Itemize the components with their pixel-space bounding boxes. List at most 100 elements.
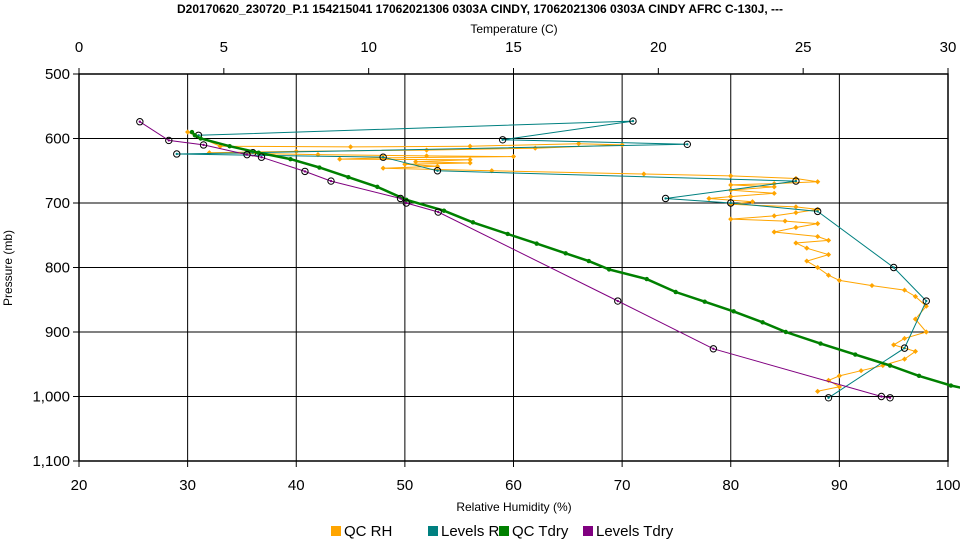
series-qc-tdry xyxy=(189,129,960,389)
data-point-qc-rh xyxy=(793,204,799,210)
data-point-core-levels-tdry xyxy=(712,347,715,350)
data-point-qc-rh xyxy=(815,221,821,227)
data-point-levels-rh xyxy=(433,167,442,175)
series-line-qc-tdry xyxy=(191,131,960,389)
data-point-qc-tdry xyxy=(317,165,322,170)
data-point-qc-rh xyxy=(380,165,386,171)
data-point-qc-rh xyxy=(706,195,712,202)
x-top-tick-label: 20 xyxy=(650,39,667,56)
data-point-levels-tdry xyxy=(199,141,208,149)
series-line-levels-tdry xyxy=(139,121,891,399)
data-point-qc-tdry xyxy=(346,175,351,180)
data-point-levels-tdry xyxy=(301,167,309,176)
x-top-tick-label: 5 xyxy=(220,39,228,56)
data-point-core-levels-tdry xyxy=(436,210,440,214)
legend-label-levels-tdry: Levels Tdry xyxy=(596,523,674,540)
x-top-axis-title: Temperature (C) xyxy=(470,22,557,36)
x-top-tick-label: 0 xyxy=(75,39,83,56)
data-point-qc-tdry xyxy=(818,341,823,346)
data-point-qc-rh xyxy=(901,356,908,362)
legend-label-qc-rh: QC RH xyxy=(344,523,392,540)
data-point-core-levels-rh xyxy=(631,119,635,123)
data-point-qc-tdry xyxy=(644,276,649,282)
legend-swatch-levels-tdry xyxy=(583,526,593,536)
x-top-tick-label: 15 xyxy=(505,39,522,56)
data-point-qc-rh xyxy=(825,272,832,278)
data-point-qc-rh xyxy=(728,193,734,200)
y-tick-label: 1,000 xyxy=(32,389,70,406)
data-point-qc-rh xyxy=(793,175,799,182)
data-point-qc-rh xyxy=(782,218,788,224)
data-point-core-levels-rh xyxy=(501,138,504,141)
data-point-qc-tdry xyxy=(227,144,232,149)
data-point-qc-rh xyxy=(728,173,734,179)
plot-series xyxy=(136,117,960,402)
data-point-qc-rh xyxy=(836,384,842,390)
data-point-levels-rh xyxy=(379,153,387,161)
data-point-qc-rh xyxy=(836,277,842,283)
data-point-core-levels-rh xyxy=(892,266,895,269)
data-point-qc-tdry xyxy=(887,363,893,368)
data-point-qc-tdry xyxy=(673,289,678,295)
data-point-core-levels-tdry xyxy=(888,396,892,399)
data-point-qc-rh xyxy=(923,329,929,335)
data-point-core-levels-tdry xyxy=(260,156,263,159)
data-point-qc-tdry xyxy=(702,299,707,304)
x-bottom-tick-label: 100 xyxy=(935,477,960,494)
data-point-qc-rh xyxy=(825,237,832,244)
data-point-qc-rh xyxy=(923,303,929,309)
data-point-qc-tdry xyxy=(198,136,203,141)
data-point-levels-tdry xyxy=(877,392,886,401)
data-point-core-levels-rh xyxy=(686,143,689,146)
data-point-qc-rh xyxy=(771,229,777,235)
series-levels-tdry xyxy=(136,118,894,402)
data-point-qc-rh xyxy=(815,388,821,394)
data-point-qc-rh xyxy=(825,252,832,258)
data-point-qc-rh xyxy=(467,160,473,166)
data-point-qc-rh xyxy=(836,373,842,379)
data-point-qc-rh xyxy=(793,240,799,246)
data-point-qc-tdry xyxy=(375,184,380,190)
data-point-levels-rh xyxy=(900,344,909,352)
data-point-qc-rh xyxy=(749,199,756,205)
data-point-qc-tdry xyxy=(760,320,765,325)
series-qc-rh xyxy=(185,129,929,394)
data-point-qc-rh xyxy=(424,153,430,159)
x-top-tick-label: 30 xyxy=(940,39,957,56)
data-point-qc-rh xyxy=(912,293,919,300)
data-point-core-levels-rh xyxy=(381,156,385,159)
data-point-levels-rh xyxy=(922,297,930,305)
data-point-qc-tdry xyxy=(783,329,788,335)
series-line-levels-rh xyxy=(176,120,927,399)
data-point-qc-rh xyxy=(337,156,343,162)
chart-title: D20170620_230720_P.1 154215041 170620213… xyxy=(177,2,783,16)
legend-label-levels-rh: Levels RH xyxy=(441,523,510,540)
data-point-levels-tdry xyxy=(257,153,266,161)
data-point-qc-tdry xyxy=(731,309,736,314)
data-point-qc-rh xyxy=(804,245,810,251)
x-bottom-tick-label: 20 xyxy=(71,477,88,494)
data-point-levels-tdry xyxy=(709,345,718,353)
data-point-qc-rh xyxy=(467,157,473,163)
data-point-levels-rh xyxy=(889,263,898,272)
data-point-qc-rh xyxy=(315,152,321,158)
data-point-levels-tdry xyxy=(327,177,335,185)
data-point-qc-rh xyxy=(619,142,625,148)
data-point-qc-tdry xyxy=(586,258,592,264)
legend-swatch-qc-tdry xyxy=(499,526,509,536)
data-point-qc-rh xyxy=(901,287,908,293)
data-point-levels-tdry xyxy=(402,199,411,207)
legend: QC RH Levels RH QC Tdry Levels Tdry xyxy=(331,523,674,540)
data-point-core-levels-tdry xyxy=(405,201,408,205)
data-point-qc-rh xyxy=(467,143,473,149)
data-point-core-levels-rh xyxy=(729,201,732,205)
data-point-qc-rh xyxy=(869,282,875,289)
data-point-qc-rh xyxy=(804,258,810,264)
data-point-qc-tdry xyxy=(470,220,476,225)
x-bottom-tick-label: 90 xyxy=(831,477,848,494)
data-point-qc-tdry xyxy=(256,150,261,155)
x-top-tick-label: 10 xyxy=(360,39,377,56)
data-point-core-levels-tdry xyxy=(329,179,333,183)
data-point-levels-rh xyxy=(498,136,507,144)
